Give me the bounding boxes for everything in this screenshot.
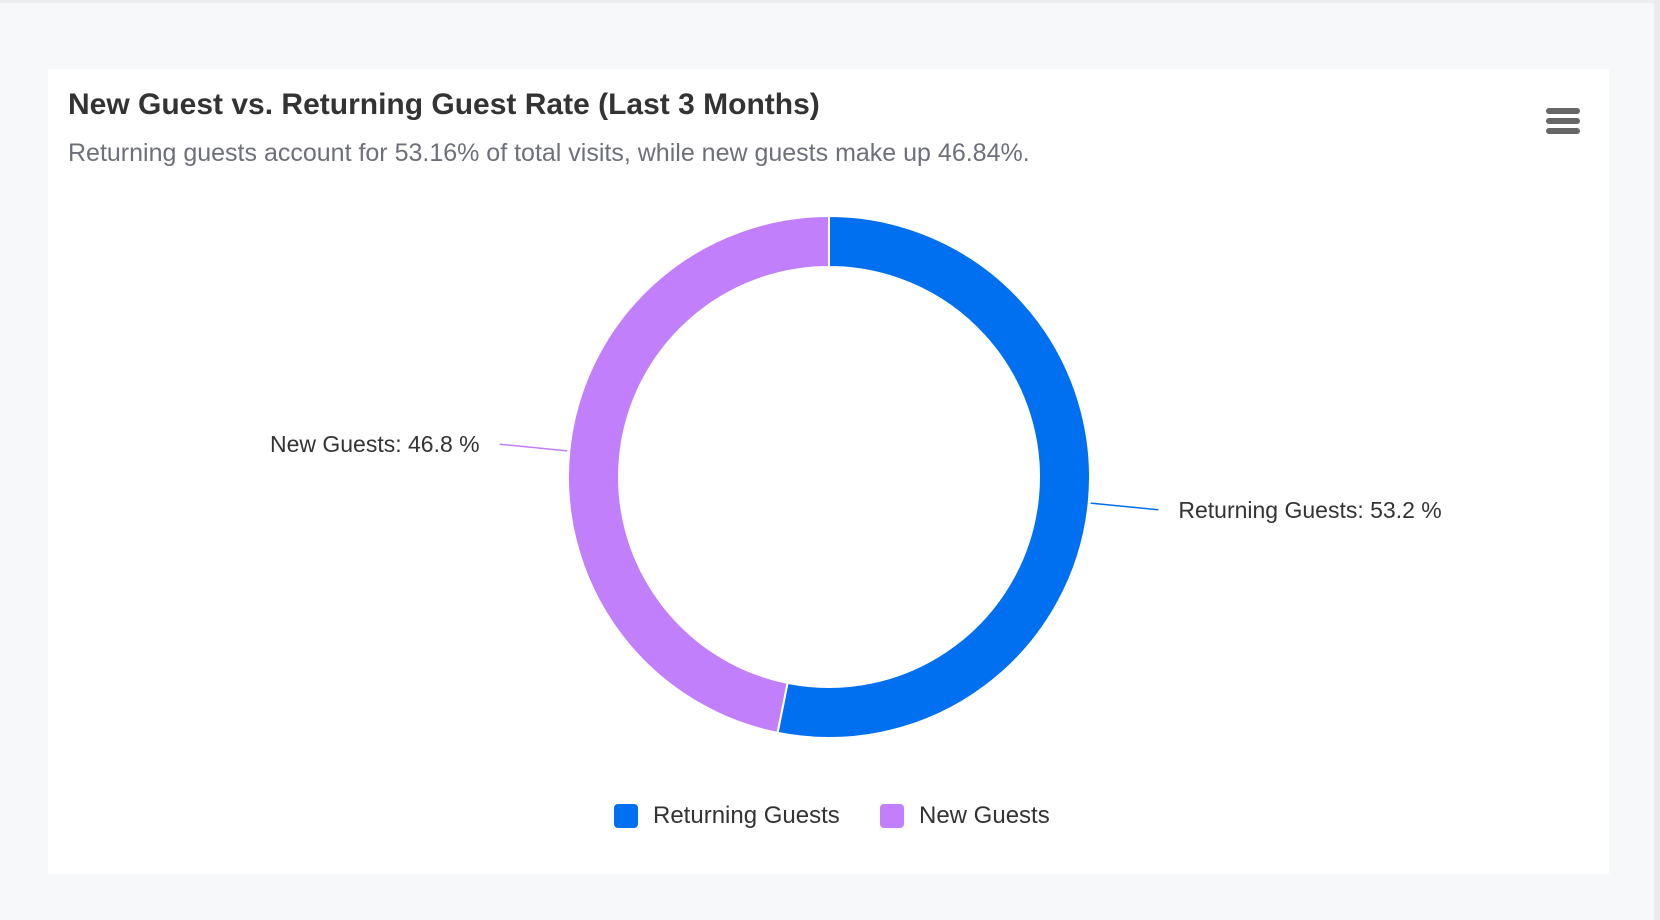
top-border [0, 0, 1660, 3]
legend-label: Returning Guests [653, 802, 840, 829]
donut-slice-returning-guests[interactable] [776, 215, 1091, 739]
chart-card [48, 69, 1609, 874]
chart-subtitle: Returning guests account for 53.16% of t… [68, 139, 1030, 167]
donut-slice-new-guests[interactable] [567, 215, 830, 734]
legend: Returning Guests New Guests [0, 802, 1660, 830]
legend-swatch [614, 804, 638, 828]
legend-item-new-guests[interactable]: New Guests [880, 802, 1050, 830]
hamburger-menu-icon[interactable] [1546, 108, 1580, 136]
slice-data-label: Returning Guests: 53.2 % [1178, 497, 1441, 523]
scrollbar-track[interactable] [1654, 0, 1660, 920]
label-leader-line [499, 443, 568, 452]
chart-title: New Guest vs. Returning Guest Rate (Last… [68, 88, 820, 121]
legend-label: New Guests [919, 802, 1050, 829]
legend-item-returning-guests[interactable]: Returning Guests [614, 802, 840, 830]
legend-swatch [880, 804, 904, 828]
slice-data-label: New Guests: 46.8 % [270, 431, 480, 457]
label-leader-line [1090, 502, 1159, 511]
